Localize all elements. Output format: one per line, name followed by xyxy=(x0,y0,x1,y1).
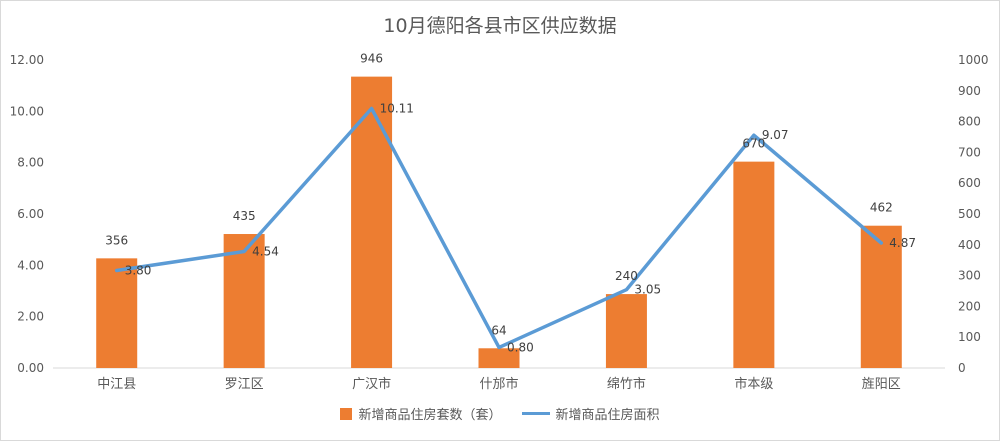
line-value-label: 10.11 xyxy=(380,102,414,116)
line-value-label: 4.54 xyxy=(252,244,279,258)
y-left-tick-label: 10.00 xyxy=(10,104,44,118)
bar-series xyxy=(96,76,902,368)
y-right-tick-label: 0 xyxy=(958,361,966,375)
y-right-tick-label: 400 xyxy=(958,238,981,252)
y-left-tick-label: 2.00 xyxy=(17,310,44,324)
y-left-tick-label: 0.00 xyxy=(17,361,44,375)
bar-value-label: 64 xyxy=(491,323,506,337)
area-line xyxy=(114,106,884,350)
line-value-label: 0.80 xyxy=(507,340,534,354)
y-right-tick-label: 200 xyxy=(958,299,981,313)
y-right-tick-label: 100 xyxy=(958,330,981,344)
y-right-tick-label: 900 xyxy=(958,84,981,98)
bar-value-label: 670 xyxy=(742,137,765,151)
bar-value-label: 946 xyxy=(360,52,383,66)
legend-swatch-bar xyxy=(340,407,353,420)
y-right-tick-label: 600 xyxy=(958,176,981,190)
bar-value-label: 356 xyxy=(105,233,128,247)
line-value-label: 9.07 xyxy=(762,128,789,142)
axes-layer: 0.00 2.00 4.00 6.00 8.00 10.00 12.00 0 100 200 300… xyxy=(10,53,989,392)
bar xyxy=(605,294,647,368)
legend-item-bar: 新增商品住房套数（套） xyxy=(340,404,502,423)
line-value-label: 3.80 xyxy=(125,263,152,277)
x-tick-label: 市本级 xyxy=(734,376,773,392)
bar-value-label: 435 xyxy=(233,209,256,223)
y-right-tick-label: 1000 xyxy=(958,53,989,67)
y-right-tick-label: 300 xyxy=(958,269,981,283)
line-series xyxy=(114,106,884,350)
y-left-tick-label: 4.00 xyxy=(17,258,44,272)
bar xyxy=(223,234,265,368)
bar-value-label: 462 xyxy=(870,201,893,215)
bar xyxy=(860,225,902,368)
legend-swatch-line xyxy=(521,412,550,415)
bar-value-label: 240 xyxy=(615,269,638,283)
bar xyxy=(733,161,775,368)
x-tick-label: 旌阳区 xyxy=(862,377,901,392)
bar xyxy=(351,76,393,368)
line-value-label: 4.87 xyxy=(889,236,916,250)
legend: 新增商品住房套数（套） 新增商品住房面积 xyxy=(0,404,1000,423)
legend-item-line: 新增商品住房面积 xyxy=(521,404,660,423)
y-right-tick-label: 800 xyxy=(958,115,981,129)
data-labels: 356 435 946 64 240 670 462 3.80 4.54 10.11 0.80 3.0… xyxy=(105,52,916,355)
y-right-tick-label: 500 xyxy=(958,207,981,221)
x-tick-label: 绵竹市 xyxy=(607,376,646,392)
bar xyxy=(478,348,520,368)
x-tick-label: 中江县 xyxy=(97,377,136,392)
y-left-tick-label: 8.00 xyxy=(17,156,44,170)
y-right-tick-label: 700 xyxy=(958,145,981,159)
x-tick-label: 什邡市 xyxy=(479,376,518,392)
y-left-tick-label: 6.00 xyxy=(17,207,44,221)
legend-label-bar: 新增商品住房套数（套） xyxy=(358,408,502,423)
x-tick-label: 罗江区 xyxy=(225,377,264,392)
x-tick-label: 广汉市 xyxy=(352,376,391,392)
bar xyxy=(96,258,138,368)
legend-label-line: 新增商品住房面积 xyxy=(555,408,660,423)
line-value-label: 3.05 xyxy=(634,283,661,297)
chart-title: 10月德阳各县市区供应数据 xyxy=(383,15,617,37)
y-left-tick-label: 12.00 xyxy=(10,53,44,67)
